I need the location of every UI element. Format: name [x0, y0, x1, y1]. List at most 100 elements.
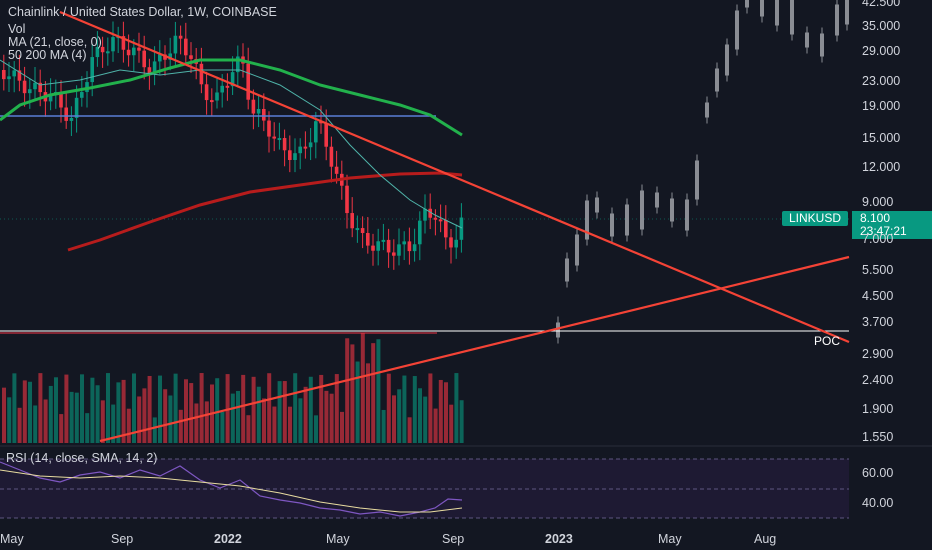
volume-bar	[386, 373, 391, 443]
price-tag: 8.100 23:47:21	[852, 211, 932, 239]
candle-body	[438, 219, 443, 222]
ma-legend: MA (21, close, 0)	[8, 35, 102, 49]
candle-body	[59, 92, 63, 108]
candle-body	[178, 35, 183, 39]
candle-body	[392, 252, 396, 256]
ma50-line	[0, 58, 463, 137]
volume-bar	[303, 386, 308, 443]
candle-body	[454, 239, 458, 248]
projection-body	[715, 68, 719, 92]
candle-body	[402, 241, 406, 245]
candle-body	[22, 80, 27, 94]
price-tick: 35.000	[862, 19, 901, 33]
volume-bar	[314, 415, 318, 443]
projection-candles	[556, 0, 849, 344]
candle-body	[423, 208, 427, 221]
price-tick: 19.000	[862, 99, 901, 113]
candle-body	[433, 217, 438, 220]
candle-body	[220, 85, 224, 93]
vol-legend: Vol	[8, 22, 26, 36]
volume-bar	[137, 396, 142, 443]
projection-body	[610, 213, 614, 237]
candle-body	[189, 55, 193, 59]
time-tick: May	[658, 532, 682, 546]
volume-bar	[90, 377, 95, 443]
price-tick: 42.500	[862, 0, 901, 9]
volume-bar	[459, 400, 464, 443]
candle-body	[444, 220, 448, 238]
volume-bar	[345, 338, 350, 443]
candle-body	[100, 46, 105, 53]
ma200-line	[67, 171, 463, 252]
candle-body	[262, 108, 266, 121]
candle-body	[459, 217, 464, 240]
volume-bar	[147, 375, 152, 443]
volume-bar	[12, 373, 17, 443]
candle-body	[386, 239, 391, 253]
candle-body	[12, 70, 16, 77]
projection-body	[695, 160, 699, 200]
volume-bar	[298, 398, 303, 443]
price-tick: 23.000	[862, 74, 901, 88]
chart-title: Chainlink / United States Dollar, 1W, CO…	[8, 5, 277, 19]
volume-bar	[220, 412, 225, 443]
candle-body	[74, 97, 79, 118]
volume-bar	[449, 404, 454, 443]
volume-bar	[454, 373, 459, 443]
candle-body	[80, 92, 84, 98]
time-tick: 2023	[545, 532, 573, 546]
candle-body	[7, 76, 11, 80]
projection-body	[760, 0, 764, 17]
volume-bar	[22, 380, 27, 443]
candle-body	[173, 35, 178, 54]
volume-bar	[80, 374, 84, 443]
volume-bar	[256, 386, 261, 443]
volume-bar	[126, 408, 131, 443]
projection-body	[805, 32, 809, 48]
volume-bar	[168, 395, 173, 443]
rsi-tick: 40.00	[862, 496, 894, 510]
candle-body	[314, 121, 318, 143]
candle-body	[199, 63, 204, 85]
candle-body	[48, 94, 53, 102]
candle-body	[142, 50, 146, 68]
volume-bar	[173, 373, 178, 443]
rsi-legend: RSI (14, close, SMA, 14, 2)	[6, 451, 158, 465]
volume-bar	[116, 382, 121, 443]
symbol-tag: LINKUSD	[782, 211, 848, 226]
projection-body	[575, 234, 579, 266]
candle-body	[267, 120, 271, 137]
volume-bar	[142, 388, 147, 443]
candle-body	[158, 54, 162, 62]
volume-bar	[121, 379, 126, 443]
volume-bar	[329, 393, 334, 443]
candle-body	[225, 85, 230, 88]
candle-body	[168, 53, 172, 60]
projection-body	[556, 322, 560, 338]
volume-bar	[184, 379, 188, 443]
projection-body	[745, 0, 749, 8]
candle-body	[366, 233, 370, 246]
projection-body	[565, 258, 569, 282]
candle-body	[132, 47, 136, 56]
candle-body	[397, 244, 401, 256]
price-tick: 3.700	[862, 315, 894, 329]
volume-bar	[267, 373, 272, 443]
volume-bar	[376, 339, 381, 443]
volume-bar	[48, 385, 53, 443]
projection-body	[685, 199, 689, 231]
candle-body	[230, 72, 235, 87]
price-tick: 2.400	[862, 373, 894, 387]
volume-bar	[69, 391, 74, 443]
price-tick: 7.000	[862, 232, 894, 246]
volume-bar	[371, 343, 376, 443]
volume-bar	[199, 373, 204, 443]
candle-body	[64, 107, 68, 121]
price-tick: 9.000	[862, 195, 894, 209]
volume-bar	[381, 409, 386, 443]
volume-bar	[428, 373, 433, 443]
candle-body	[293, 153, 297, 160]
volume-bar	[28, 381, 32, 443]
volume-bar	[33, 405, 38, 443]
